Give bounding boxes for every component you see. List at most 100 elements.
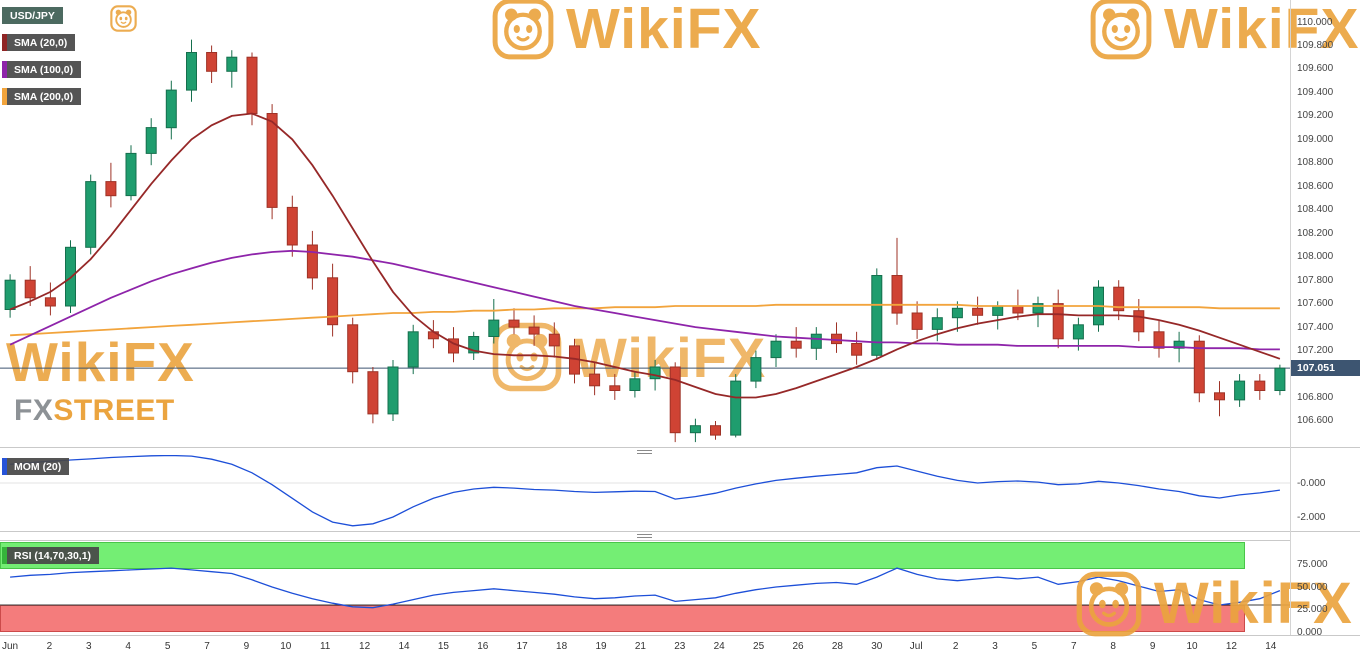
- time-axis-label: 30: [871, 641, 883, 652]
- axis-tick-label: 106.600: [1297, 415, 1334, 427]
- time-axis-label: Jun: [1, 641, 19, 652]
- time-axis-label: 4: [125, 641, 131, 652]
- symbol-badge[interactable]: USD/JPY: [2, 7, 63, 24]
- rsi-overbought-band: [0, 542, 1245, 569]
- time-axis-label: 3: [86, 641, 92, 652]
- axis-tick-label: 107.800: [1297, 274, 1334, 286]
- axis-tick-label: 109.400: [1297, 86, 1334, 98]
- time-axis-label: 18: [556, 641, 568, 652]
- wikifx-watermark-text: WikiFX: [1164, 0, 1360, 61]
- time-axis-label: 10: [1186, 641, 1198, 652]
- time-axis-label: 12: [359, 641, 371, 652]
- axis-tick-label: 25.000: [1297, 604, 1328, 615]
- rsi-legend-badge[interactable]: RSI (14,70,30,1): [2, 547, 100, 564]
- axis-tick-label: 108.800: [1297, 157, 1334, 169]
- fxstreet-logo-fx: FX: [14, 394, 54, 427]
- time-axis-label: 14: [1265, 641, 1277, 652]
- wikifx-watermark-text: WikiFX: [566, 0, 762, 61]
- rsi-color-strip: [2, 547, 7, 564]
- sma100-legend-badge[interactable]: SMA (100,0): [2, 61, 82, 78]
- sma200-legend-label: SMA (200,0): [14, 90, 74, 103]
- axis-tick-label: 109.200: [1297, 110, 1334, 122]
- axis-tick-label: -0.000: [1297, 477, 1326, 489]
- time-axis-label: 21: [634, 641, 646, 652]
- momentum-legend-badge[interactable]: MOM (20): [2, 458, 70, 475]
- axis-tick-label: 75.000: [1297, 559, 1328, 570]
- time-axis-label: 24: [713, 641, 725, 652]
- time-axis-label: 26: [792, 641, 804, 652]
- time-axis-label: 3: [992, 641, 998, 652]
- time-axis-label: 11: [319, 641, 331, 652]
- time-axis-label: 2: [46, 641, 53, 652]
- panel-resize-handle[interactable]: [0, 531, 1360, 540]
- axis-tick-label: 108.400: [1297, 204, 1334, 216]
- axis-tick-label: 110.000: [1297, 16, 1333, 28]
- time-axis-label: 12: [1225, 641, 1237, 652]
- axis-tick-label: 107.400: [1297, 321, 1334, 333]
- axis-tick-label: 108.000: [1297, 251, 1334, 263]
- price-axis: 107.051 110.000 109.800 109.600 109.400 109.…: [1290, 0, 1360, 638]
- time-axis-label: 5: [164, 641, 171, 652]
- panel-resize-handle[interactable]: [0, 447, 1360, 455]
- time-axis: Jun 2 3 4 5 7 9 10 11 12 14 15 16 17 18 19 21 23 24 25 26 28 3…: [0, 635, 1360, 658]
- wikifx-watermark-text: WikiFX: [6, 331, 195, 393]
- axis-tick-label: 108.200: [1297, 227, 1334, 239]
- time-axis-label: 8: [1110, 641, 1116, 652]
- sma100-color-strip: [2, 61, 7, 78]
- wikifx-panda-icon: [110, 5, 137, 32]
- wikifx-watermark: WikiFX: [492, 0, 762, 62]
- axis-tick-label: -2.000: [1297, 511, 1326, 523]
- time-axis-label: 10: [280, 641, 292, 652]
- wikifx-watermark: WikiFX: [1090, 0, 1360, 62]
- time-axis-label: 25: [753, 641, 765, 652]
- wikifx-watermark: [110, 5, 137, 32]
- wikifx-panda-icon: [1090, 0, 1152, 60]
- fxstreet-logo-street: STREET: [53, 394, 175, 427]
- axis-tick-label: 109.800: [1297, 39, 1334, 51]
- rsi-panel[interactable]: RSI (14,70,30,1): [0, 540, 1290, 635]
- axis-tick-label: 109.600: [1297, 63, 1334, 75]
- candlestick-chart[interactable]: [0, 0, 1290, 447]
- rsi-legend-label: RSI (14,70,30,1): [14, 549, 92, 562]
- drag-grip-icon[interactable]: [637, 450, 652, 455]
- sma20-legend-badge[interactable]: SMA (20,0): [2, 34, 76, 51]
- wikifx-panda-icon: [492, 0, 554, 60]
- time-axis-label: 15: [437, 641, 449, 652]
- time-axis-label: 9: [1149, 641, 1156, 652]
- time-axis-label: 16: [477, 641, 489, 652]
- sma20-color-strip: [2, 34, 7, 51]
- axis-tick-label: 108.600: [1297, 180, 1334, 192]
- axis-tick-label: 106.800: [1297, 392, 1334, 404]
- sma200-legend-badge[interactable]: SMA (200,0): [2, 88, 82, 105]
- time-axis-label: 28: [831, 641, 843, 652]
- axis-tick-label: 107.200: [1297, 345, 1334, 357]
- wikifx-watermark-text: WikiFX: [1154, 571, 1353, 636]
- drag-grip-icon[interactable]: [637, 534, 652, 539]
- axis-tick-label: 107.600: [1297, 298, 1334, 310]
- wikifx-watermark: WikiFX: [6, 330, 195, 394]
- price-panel[interactable]: FXSTREET USD/JPY SMA (20,0) SMA (100,0) …: [0, 0, 1290, 447]
- sma100-legend-label: SMA (100,0): [14, 63, 74, 76]
- axis-tick-label: 0.000: [1297, 626, 1323, 638]
- momentum-panel[interactable]: MOM (20): [0, 455, 1290, 531]
- time-axis-label: 2: [952, 641, 959, 652]
- time-axis-label: 5: [1031, 641, 1038, 652]
- wikifx-panda-icon: [1076, 571, 1142, 636]
- current-price-badge: 107.051: [1291, 360, 1360, 376]
- momentum-legend-label: MOM (20): [14, 460, 62, 473]
- time-axis-label: 19: [595, 641, 607, 652]
- rsi-oversold-band: [0, 605, 1245, 632]
- time-axis-label: 17: [516, 641, 528, 652]
- fxstreet-logo: FXSTREET: [14, 394, 175, 428]
- axis-tick-label: 50.000: [1297, 581, 1328, 593]
- momentum-color-strip: [2, 458, 7, 475]
- sma20-legend-label: SMA (20,0): [14, 36, 68, 49]
- axis-tick-label: 109.000: [1297, 133, 1334, 145]
- rsi-chart[interactable]: [0, 541, 1290, 635]
- momentum-chart[interactable]: [0, 455, 1290, 531]
- sma200-color-strip: [2, 88, 7, 105]
- time-axis-label: 9: [243, 641, 250, 652]
- time-axis-label: 7: [1071, 641, 1077, 652]
- time-axis-label: 7: [204, 641, 210, 652]
